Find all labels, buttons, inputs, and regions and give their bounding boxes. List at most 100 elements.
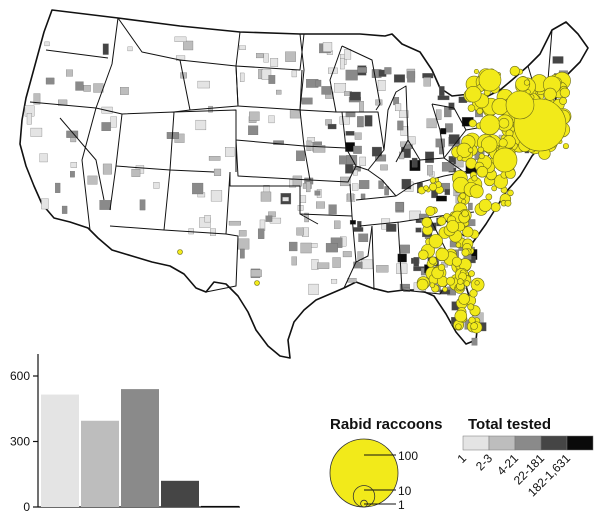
county-cell	[204, 215, 211, 223]
raccoon-circle	[467, 303, 475, 311]
total-tested-title: Total tested	[468, 416, 551, 433]
raccoon-circle	[491, 185, 498, 192]
county-cell	[83, 85, 91, 92]
county-cell	[552, 56, 564, 64]
county-cell	[239, 45, 246, 50]
county-cell	[332, 257, 341, 268]
county-cell	[265, 215, 273, 222]
county-cell	[444, 188, 451, 195]
raccoon-circle	[437, 216, 447, 226]
county-cell	[321, 86, 332, 95]
county-cell	[415, 227, 422, 233]
raccoon-circle	[429, 177, 437, 184]
raccoon-circle	[435, 247, 449, 262]
county-cell	[377, 80, 386, 91]
y-tick-label: 600	[10, 369, 30, 383]
county-cell	[257, 228, 265, 239]
county-cell	[70, 162, 77, 168]
county-cell	[445, 123, 453, 133]
county-cell	[44, 41, 50, 47]
county-cell	[237, 238, 250, 250]
raccoon-circle	[467, 104, 476, 112]
raccoon-circle	[451, 256, 462, 267]
county-cell	[395, 202, 404, 211]
county-cell	[411, 157, 418, 168]
county-cell	[334, 83, 347, 93]
county-cell	[197, 80, 210, 89]
county-cell	[250, 269, 262, 277]
raccoon-circle	[478, 153, 485, 160]
raccoon-circle	[462, 226, 474, 238]
county-cell	[289, 108, 301, 119]
county-cell	[339, 116, 350, 125]
swatch-2-3	[488, 435, 516, 451]
county-cell	[384, 67, 392, 75]
raccoon-circle	[478, 198, 492, 212]
swatch-4-21	[514, 435, 542, 451]
county-cell	[448, 134, 460, 145]
county-cell	[282, 196, 289, 202]
county-cell	[315, 79, 322, 87]
raccoon-circle	[428, 234, 443, 249]
county-cell	[423, 77, 431, 87]
raccoon-circle	[416, 278, 429, 291]
county-cell	[468, 202, 473, 211]
raccoon-circle	[455, 242, 462, 248]
county-cell	[61, 205, 68, 214]
raccoon-circle	[458, 293, 470, 305]
swatch-22-181	[540, 435, 568, 451]
county-cell	[261, 69, 272, 80]
raccoon-circle	[468, 119, 477, 128]
raccoon-circle	[459, 192, 467, 200]
bar-1	[41, 394, 79, 507]
raccoon-circle	[429, 282, 436, 288]
county-cell	[345, 69, 358, 81]
county-cell	[210, 190, 223, 202]
county-cell	[331, 278, 338, 284]
y-tick-label: 300	[10, 435, 30, 449]
county-cell	[139, 199, 146, 211]
raccoon-circle	[428, 256, 437, 265]
county-cell	[276, 89, 282, 95]
county-cell	[240, 248, 245, 259]
county-cell	[339, 57, 345, 70]
county-cell	[66, 130, 79, 138]
county-cell	[33, 93, 41, 105]
county-cell	[268, 75, 276, 84]
raccoon-circle	[469, 184, 484, 199]
county-cell	[301, 97, 313, 105]
raccoon-circle	[468, 270, 475, 277]
raccoon-circle	[418, 249, 429, 260]
county-cell	[325, 243, 338, 253]
county-cell	[26, 113, 32, 125]
county-cell	[249, 111, 260, 121]
raccoon-circle	[425, 206, 436, 217]
county-cell	[386, 223, 397, 232]
raccoon-circle	[437, 263, 446, 272]
county-cell	[208, 156, 221, 161]
size-label-1: 1	[398, 498, 405, 512]
county-cell	[439, 86, 445, 97]
total-tested-bar-chart: 0 300 600	[10, 354, 240, 514]
bar-22-181	[161, 480, 199, 507]
county-cell	[353, 227, 364, 232]
county-cell	[192, 182, 204, 195]
raccoon-circle	[490, 202, 501, 213]
county-cell	[395, 103, 402, 112]
county-cell	[435, 109, 442, 120]
raccoon-circle	[562, 143, 569, 150]
raccoon-circle	[473, 68, 479, 74]
county-cell	[248, 125, 259, 136]
county-cell	[174, 36, 187, 42]
county-cell	[30, 127, 43, 137]
raccoon-circle	[474, 280, 480, 286]
county-cell	[349, 91, 361, 101]
raccoon-circle	[485, 193, 493, 201]
county-cell	[313, 145, 326, 153]
county-cell	[397, 120, 404, 131]
raccoon-circle	[478, 68, 502, 92]
county-cell	[357, 67, 368, 73]
county-cell	[322, 42, 333, 52]
raccoon-circle	[461, 209, 469, 218]
